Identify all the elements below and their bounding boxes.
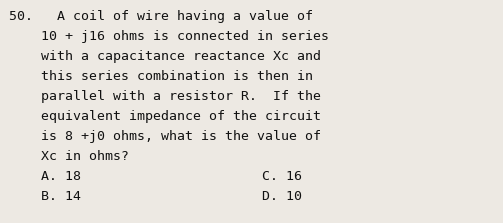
Text: A. 18: A. 18 bbox=[9, 170, 81, 183]
Text: C. 16: C. 16 bbox=[262, 170, 302, 183]
Text: parallel with a resistor R.  If the: parallel with a resistor R. If the bbox=[9, 90, 321, 103]
Text: Xc in ohms?: Xc in ohms? bbox=[9, 150, 129, 163]
Text: D. 10: D. 10 bbox=[262, 190, 302, 203]
Text: 10 + j16 ohms is connected in series: 10 + j16 ohms is connected in series bbox=[9, 30, 329, 43]
Text: 50.   A coil of wire having a value of: 50. A coil of wire having a value of bbox=[9, 10, 313, 23]
Text: equivalent impedance of the circuit: equivalent impedance of the circuit bbox=[9, 110, 321, 123]
Text: is 8 +j0 ohms, what is the value of: is 8 +j0 ohms, what is the value of bbox=[9, 130, 321, 143]
Text: this series combination is then in: this series combination is then in bbox=[9, 70, 313, 83]
Text: with a capacitance reactance Xc and: with a capacitance reactance Xc and bbox=[9, 50, 321, 63]
Text: B. 14: B. 14 bbox=[9, 190, 81, 203]
